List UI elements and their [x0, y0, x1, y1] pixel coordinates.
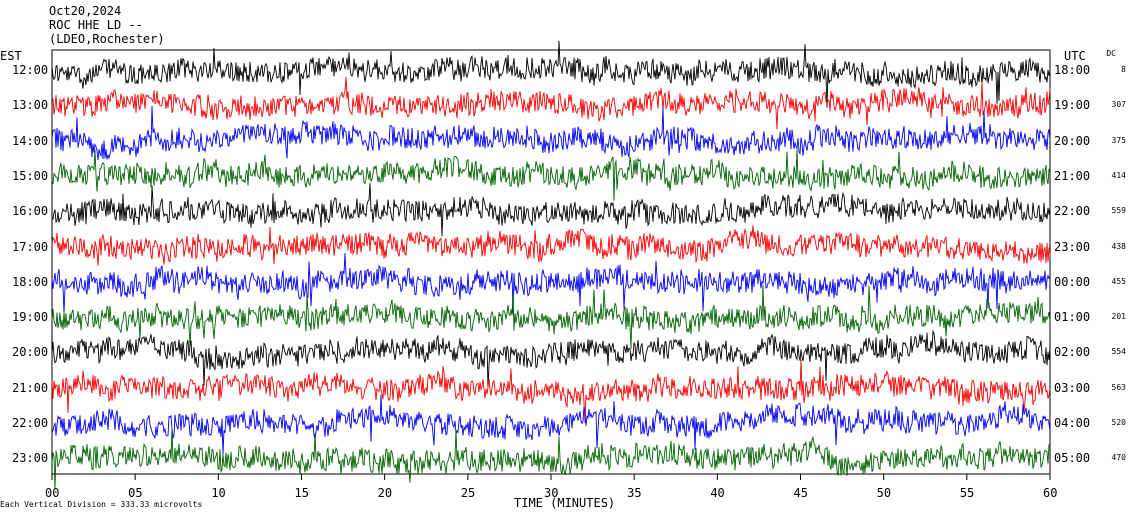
- right-hour-label: 00:00: [1054, 274, 1091, 289]
- x-tick-label: 60: [1043, 486, 1058, 500]
- dc-value-label: 375: [1111, 135, 1126, 145]
- trace-line: [51, 148, 1051, 201]
- left-hour-label: 16:00: [12, 204, 49, 219]
- right-hour-label: 20:00: [1054, 133, 1091, 148]
- x-tick-label: 35: [627, 486, 642, 500]
- x-tick-label: 10: [211, 486, 226, 500]
- left-hour-label: 19:00: [12, 310, 49, 325]
- dc-header-label: DC: [1106, 49, 1116, 58]
- trace-line: [51, 225, 1051, 266]
- left-hour-label: 23:00: [12, 451, 49, 466]
- right-hour-label: 22:00: [1054, 204, 1091, 219]
- left-hour-label: 14:00: [12, 133, 49, 148]
- x-tick-label: 50: [876, 486, 892, 500]
- x-tick-label: 20: [377, 486, 393, 500]
- trace-line: [51, 76, 1051, 130]
- trace-line: [51, 394, 1051, 455]
- left-hour-label: 18:00: [12, 274, 49, 289]
- x-tick-marks: [51, 474, 1051, 480]
- left-hour-label: 12:00: [12, 63, 49, 77]
- dc-value-label: 438: [1111, 241, 1126, 251]
- right-hour-label: 23:00: [1054, 239, 1091, 254]
- left-timezone-label: EST: [0, 49, 22, 63]
- right-hour-label: 02:00: [1054, 345, 1091, 360]
- right-hour-label: 01:00: [1054, 310, 1091, 325]
- x-tick-label: 55: [959, 486, 975, 500]
- trace-line: [51, 428, 1051, 490]
- scale-footnote: Each Vertical Division = 333.33 microvol…: [0, 500, 203, 509]
- right-hour-label: 18:00: [1054, 63, 1091, 77]
- trace-line: [51, 329, 1051, 388]
- left-hour-label: 21:00: [12, 380, 49, 395]
- dc-value-label: 520: [1111, 418, 1126, 427]
- x-tick-label: 15: [294, 486, 309, 500]
- left-hour-label: 17:00: [12, 239, 49, 254]
- x-tick-label: 40: [710, 486, 725, 500]
- right-hour-label: 21:00: [1054, 168, 1091, 183]
- x-tick-label: 30: [544, 486, 559, 500]
- x-tick-label: 00: [45, 486, 60, 500]
- dc-value-label: 563: [1111, 382, 1126, 392]
- trace-line: [51, 359, 1051, 423]
- right-hour-label: 19:00: [1054, 98, 1091, 113]
- left-hour-label: 15:00: [12, 168, 49, 183]
- x-axis-title: TIME (MINUTES): [514, 496, 616, 510]
- header-station: ROC HHE LD --: [49, 18, 143, 32]
- header-date: Oct20,2024: [49, 4, 122, 18]
- x-tick-label: 05: [128, 486, 143, 500]
- x-tick-label: 25: [460, 486, 476, 500]
- trace-group: [51, 40, 1051, 490]
- dc-value-label: 307: [1111, 100, 1126, 110]
- dc-value-label: 414: [1111, 170, 1126, 180]
- trace-line: [51, 40, 1051, 108]
- header-location: (LDEO,Rochester): [49, 32, 165, 46]
- trace-line: [51, 183, 1051, 237]
- right-hour-label: 04:00: [1054, 416, 1091, 430]
- left-hour-label: 22:00: [12, 416, 49, 430]
- dc-value-label: 559: [1111, 206, 1126, 216]
- dc-value-label: 201: [1111, 312, 1126, 322]
- trace-line: [51, 252, 1051, 314]
- left-hour-label: 13:00: [12, 98, 49, 113]
- dc-value-label: 455: [1111, 276, 1126, 286]
- x-tick-label: 45: [793, 486, 808, 500]
- dc-value-label: 8: [1121, 65, 1126, 74]
- right-timezone-label: UTC: [1064, 49, 1086, 63]
- right-hour-label: 05:00: [1054, 451, 1091, 466]
- right-hour-label: 03:00: [1054, 380, 1091, 395]
- trace-line: [51, 105, 1051, 161]
- left-hour-label: 20:00: [12, 345, 49, 360]
- trace-line: [51, 284, 1051, 349]
- dc-value-label: 470: [1111, 453, 1126, 463]
- dc-value-label: 554: [1111, 347, 1126, 357]
